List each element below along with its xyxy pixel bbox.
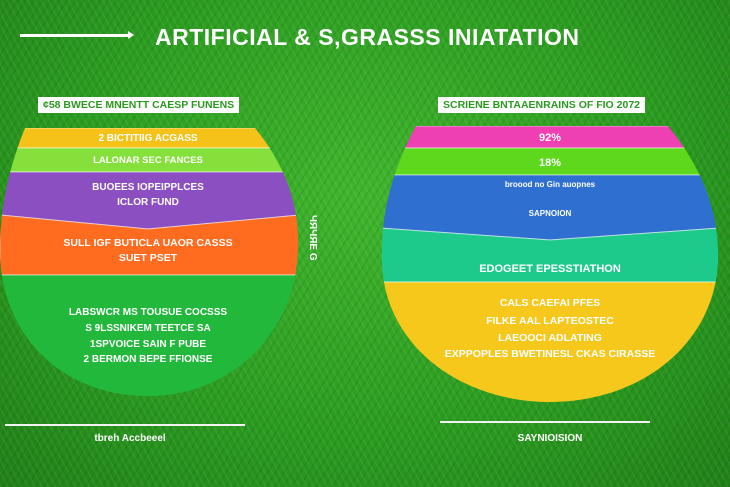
left-divider xyxy=(5,424,245,426)
segment-label: ICLOR FUND xyxy=(117,197,179,208)
page-title: ARTIFICIAL & S,GRASSS INIATATION xyxy=(155,24,580,50)
chart-segment-4 xyxy=(0,214,299,276)
segment-label: 18% xyxy=(539,157,561,169)
segment-label: BUOEES IOPEIPPLCES xyxy=(92,182,204,193)
segment-label: SUET PSET xyxy=(119,252,178,264)
right-chart-footer: SAYNIOISION xyxy=(517,433,583,444)
left-segmented-chart xyxy=(0,128,299,396)
segment-label: LALONAR SEC FANCES xyxy=(93,155,203,166)
chart-segment-2 xyxy=(0,147,299,173)
chart-segment-5 xyxy=(0,274,299,396)
chart-segment-1 xyxy=(0,128,299,149)
chart-segment-2 xyxy=(381,147,719,176)
right-divider xyxy=(440,421,650,423)
segment-label: SAPNOION xyxy=(529,209,572,218)
segment-label: EDOGEET EPESSTIATHON xyxy=(479,263,621,275)
decorative-arrow-line xyxy=(20,31,134,39)
segment-label: CALS CAEFAI PFES xyxy=(500,297,600,309)
segment-label: S 9LSSNIKEM TEETCE SA xyxy=(85,323,211,334)
segment-label: LAEOOCI ADLATING xyxy=(498,332,602,344)
chart-segment-3 xyxy=(0,171,299,230)
right-segmented-chart xyxy=(381,126,719,402)
chart-segment-5 xyxy=(381,281,719,402)
segment-label: SULL IGF BUTICLA UAOR CASSS xyxy=(63,237,232,249)
right-chart-title: SCRIENE BNTAAENRAINS OF FIO 2072 xyxy=(438,97,646,113)
chart-segment-3 xyxy=(381,174,719,241)
segment-label: EXPPOPLES BWETINESL CKAS CIRASSE xyxy=(445,348,655,360)
segment-label: FILKE AAL LAPTEOSTEC xyxy=(486,315,614,327)
segment-label: 1SPVOICE SAIN F PUBE xyxy=(90,339,206,350)
chart-segment-4 xyxy=(381,227,719,283)
segment-label: LABSWCR MS TOUSUE COCSSS xyxy=(69,307,227,318)
chart-segment-1 xyxy=(381,126,719,149)
left-chart-footer: tbreh Accbeeel xyxy=(94,433,166,444)
segment-label: broood no Gin auopnes xyxy=(505,180,596,189)
segment-label: 2 BICTITIIG ACGASS xyxy=(98,133,197,144)
segment-label: 92% xyxy=(539,132,561,144)
left-chart-title: ¢58 BWECE MNENTT CAESP FUNENS xyxy=(38,97,240,113)
segment-label: 2 BERMON BEPE FFIONSE xyxy=(84,354,213,365)
